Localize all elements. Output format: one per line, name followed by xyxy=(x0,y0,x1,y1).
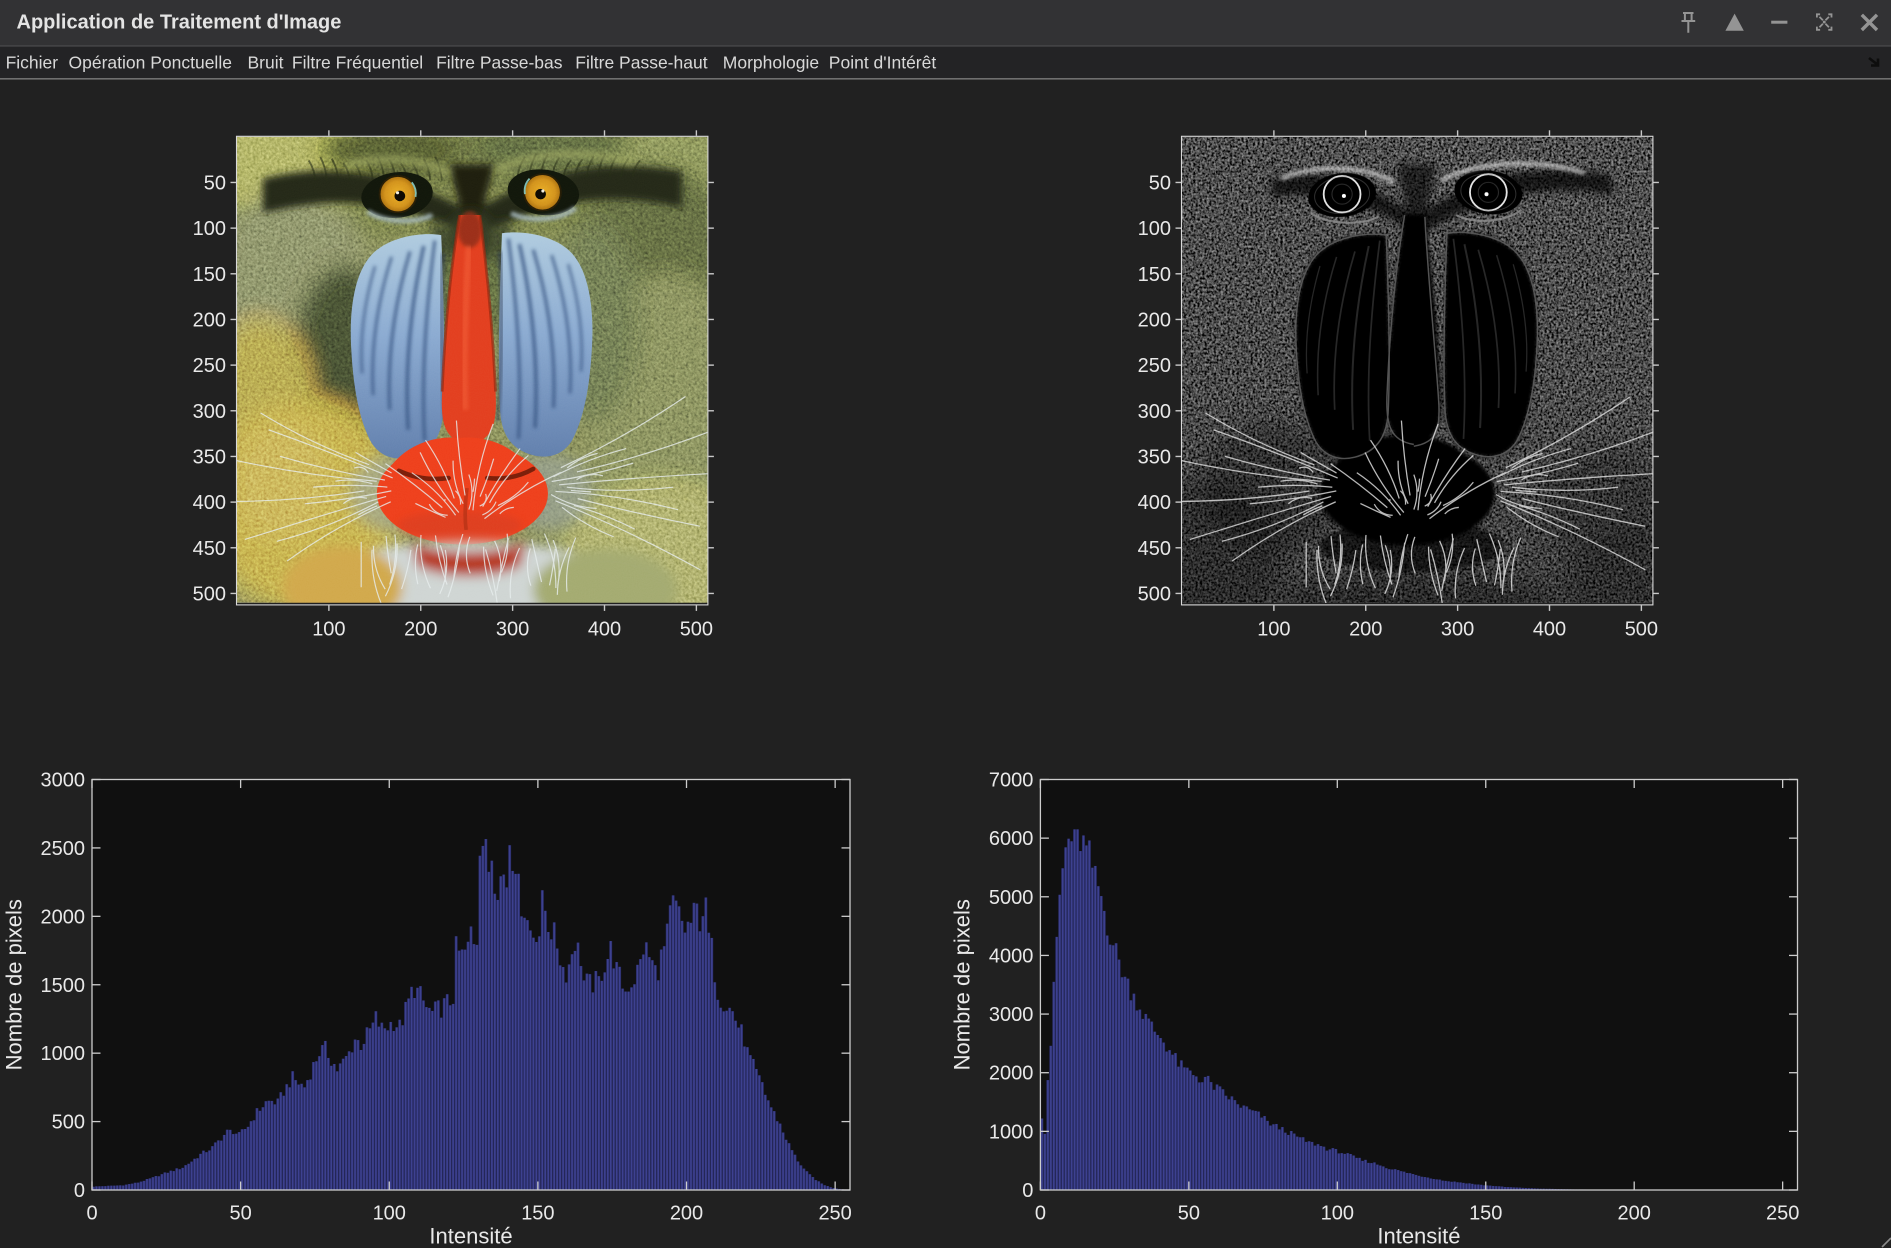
svg-text:6000: 6000 xyxy=(989,828,1034,850)
svg-text:Morphologie: Morphologie xyxy=(723,52,819,72)
svg-text:250: 250 xyxy=(818,1203,851,1225)
svg-text:400: 400 xyxy=(1533,618,1566,640)
svg-text:Filtre Fréquentiel: Filtre Fréquentiel xyxy=(292,52,423,72)
svg-text:Filtre Passe-bas: Filtre Passe-bas xyxy=(436,52,563,72)
svg-text:50: 50 xyxy=(204,172,226,194)
svg-text:Application de Traitement d'Im: Application de Traitement d'Image xyxy=(17,12,342,34)
svg-text:0: 0 xyxy=(86,1203,97,1225)
svg-text:300: 300 xyxy=(1138,401,1171,423)
svg-text:500: 500 xyxy=(193,583,226,605)
svg-text:50: 50 xyxy=(1178,1203,1200,1225)
svg-text:350: 350 xyxy=(1138,446,1171,468)
svg-text:300: 300 xyxy=(193,401,226,423)
svg-text:2000: 2000 xyxy=(41,906,86,928)
svg-text:1000: 1000 xyxy=(989,1121,1034,1143)
svg-text:200: 200 xyxy=(670,1203,703,1225)
svg-text:Opération Ponctuelle: Opération Ponctuelle xyxy=(69,52,232,72)
svg-text:150: 150 xyxy=(193,264,226,286)
svg-text:150: 150 xyxy=(521,1203,554,1225)
svg-text:3000: 3000 xyxy=(41,770,86,792)
svg-text:450: 450 xyxy=(1138,538,1171,560)
svg-text:200: 200 xyxy=(1138,309,1171,331)
svg-text:Point d'Intérêt: Point d'Intérêt xyxy=(829,52,937,72)
svg-text:Filtre Passe-haut: Filtre Passe-haut xyxy=(575,52,707,72)
svg-text:Intensité: Intensité xyxy=(429,1224,512,1248)
svg-text:50: 50 xyxy=(1149,172,1171,194)
svg-text:0: 0 xyxy=(1035,1203,1046,1225)
svg-text:Bruit: Bruit xyxy=(248,52,284,72)
svg-text:200: 200 xyxy=(1618,1203,1651,1225)
svg-text:2000: 2000 xyxy=(989,1063,1034,1085)
svg-text:150: 150 xyxy=(1469,1203,1502,1225)
svg-text:7000: 7000 xyxy=(989,770,1034,792)
svg-text:Intensité: Intensité xyxy=(1377,1224,1460,1248)
svg-text:400: 400 xyxy=(588,618,621,640)
svg-text:250: 250 xyxy=(1138,355,1171,377)
svg-text:500: 500 xyxy=(680,618,713,640)
svg-text:0: 0 xyxy=(1022,1180,1033,1202)
svg-text:50: 50 xyxy=(230,1203,252,1225)
svg-text:100: 100 xyxy=(193,218,226,240)
svg-text:400: 400 xyxy=(1138,492,1171,514)
svg-text:5000: 5000 xyxy=(989,887,1034,909)
svg-text:350: 350 xyxy=(193,446,226,468)
svg-text:1000: 1000 xyxy=(41,1043,86,1065)
svg-text:100: 100 xyxy=(1138,218,1171,240)
svg-text:500: 500 xyxy=(1138,583,1171,605)
svg-text:Nombre de pixels: Nombre de pixels xyxy=(2,899,27,1070)
svg-text:300: 300 xyxy=(1441,618,1474,640)
svg-text:Nombre de pixels: Nombre de pixels xyxy=(950,899,975,1070)
svg-text:4000: 4000 xyxy=(989,945,1034,967)
svg-text:100: 100 xyxy=(1257,618,1290,640)
svg-text:200: 200 xyxy=(404,618,437,640)
svg-text:2500: 2500 xyxy=(41,838,86,860)
svg-text:150: 150 xyxy=(1138,264,1171,286)
svg-text:100: 100 xyxy=(1321,1203,1354,1225)
svg-text:200: 200 xyxy=(1349,618,1382,640)
svg-text:1500: 1500 xyxy=(41,975,86,997)
svg-text:Fichier: Fichier xyxy=(6,52,59,72)
svg-text:200: 200 xyxy=(193,309,226,331)
svg-text:3000: 3000 xyxy=(989,1004,1034,1026)
svg-text:300: 300 xyxy=(496,618,529,640)
svg-text:500: 500 xyxy=(1625,618,1658,640)
svg-text:400: 400 xyxy=(193,492,226,514)
svg-text:500: 500 xyxy=(52,1112,85,1134)
svg-text:250: 250 xyxy=(1766,1203,1799,1225)
svg-text:100: 100 xyxy=(312,618,345,640)
svg-text:250: 250 xyxy=(193,355,226,377)
svg-text:100: 100 xyxy=(373,1203,406,1225)
svg-text:450: 450 xyxy=(193,538,226,560)
svg-text:0: 0 xyxy=(74,1180,85,1202)
